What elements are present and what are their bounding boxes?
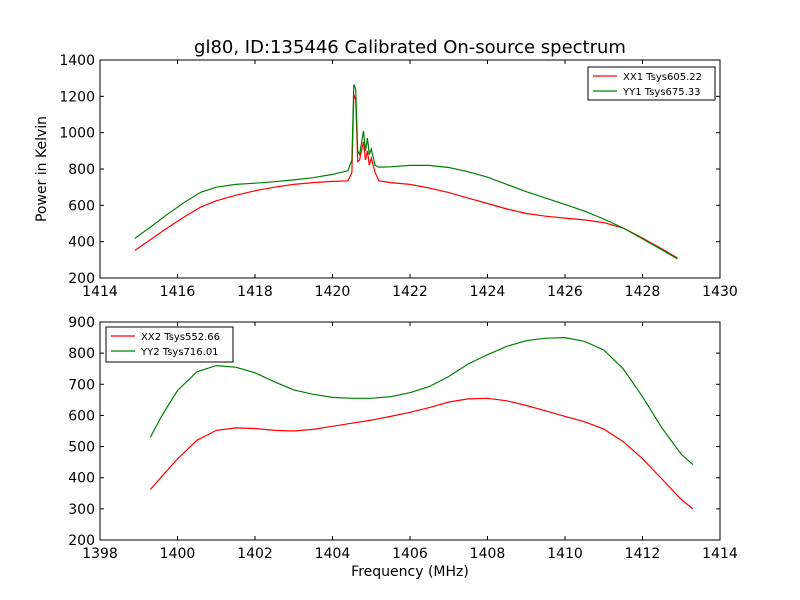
x-tick-label: 1428 bbox=[625, 284, 661, 300]
figure-title: gl80, ID:135446 Calibrated On-source spe… bbox=[194, 37, 626, 58]
x-tick-label: 1422 bbox=[392, 284, 428, 300]
series-line-1 bbox=[149, 397, 694, 510]
x-tick-label: 1426 bbox=[547, 284, 583, 300]
x-tick-label: 1424 bbox=[470, 284, 506, 300]
x-tick-label: 1404 bbox=[315, 546, 351, 562]
legend-box bbox=[587, 66, 716, 101]
x-tick-label: 1410 bbox=[547, 546, 583, 562]
legend-label-2: YY1 Tsys675.33 bbox=[622, 87, 701, 98]
series-line-2 bbox=[134, 84, 678, 260]
legend-box bbox=[105, 326, 234, 363]
y-tick-label: 400 bbox=[68, 235, 95, 251]
x-tick-label: 1398 bbox=[82, 546, 118, 562]
series-line-1 bbox=[134, 94, 678, 259]
y-tick-label: 900 bbox=[68, 315, 95, 331]
y-tick-label: 1200 bbox=[59, 89, 95, 105]
series-line-2 bbox=[149, 336, 694, 466]
legend: XX1 Tsys605.22 YY1 Tsys675.33 bbox=[587, 66, 716, 101]
top-plot: 1414 1416 1418 1420 1422 1424 1426 1428 1430 200 4… bbox=[59, 53, 737, 300]
x-tick-label: 1408 bbox=[470, 546, 506, 562]
y-tick-label: 200 bbox=[68, 533, 95, 549]
legend-label-1: XX2 Tsys552.66 bbox=[141, 332, 220, 343]
legend-label-1: XX1 Tsys605.22 bbox=[623, 72, 702, 83]
x-tick-label: 1420 bbox=[315, 284, 351, 300]
legend-label-2: YY2 Tsys716.01 bbox=[140, 347, 219, 358]
bottom-xlabel: Frequency (MHz) bbox=[351, 564, 469, 580]
y-tick-label: 500 bbox=[68, 440, 95, 456]
y-tick-label: 200 bbox=[68, 271, 95, 287]
series-group bbox=[149, 336, 694, 510]
y-tick-label: 700 bbox=[68, 377, 95, 393]
x-tick-label: 1406 bbox=[392, 546, 428, 562]
y-tick-label: 400 bbox=[68, 471, 95, 487]
x-tick-label: 1416 bbox=[160, 284, 196, 300]
x-tick-label: 1400 bbox=[160, 546, 196, 562]
y-tick-label: 800 bbox=[68, 162, 95, 178]
x-tick-label: 1414 bbox=[82, 284, 118, 300]
x-tick-label: 1412 bbox=[625, 546, 661, 562]
y-tick-label: 800 bbox=[68, 346, 95, 362]
legend: XX2 Tsys552.66 YY2 Tsys716.01 bbox=[105, 326, 234, 363]
bottom-plot: 1398 1400 1402 1404 1406 1408 1410 1412 1414 200 3… bbox=[68, 315, 738, 562]
y-tick-label: 600 bbox=[68, 408, 95, 424]
top-ylabel: Power in Kelvin bbox=[34, 116, 50, 222]
series-group bbox=[134, 84, 678, 260]
x-tick-label: 1414 bbox=[702, 546, 738, 562]
y-tick-label: 1000 bbox=[59, 126, 95, 142]
x-tick-label: 1430 bbox=[702, 284, 738, 300]
x-tick-label: 1402 bbox=[237, 546, 273, 562]
y-tick-label: 600 bbox=[68, 198, 95, 214]
y-tick-label: 1400 bbox=[59, 53, 95, 69]
x-tick-label: 1418 bbox=[237, 284, 273, 300]
y-tick-label: 300 bbox=[68, 502, 95, 518]
